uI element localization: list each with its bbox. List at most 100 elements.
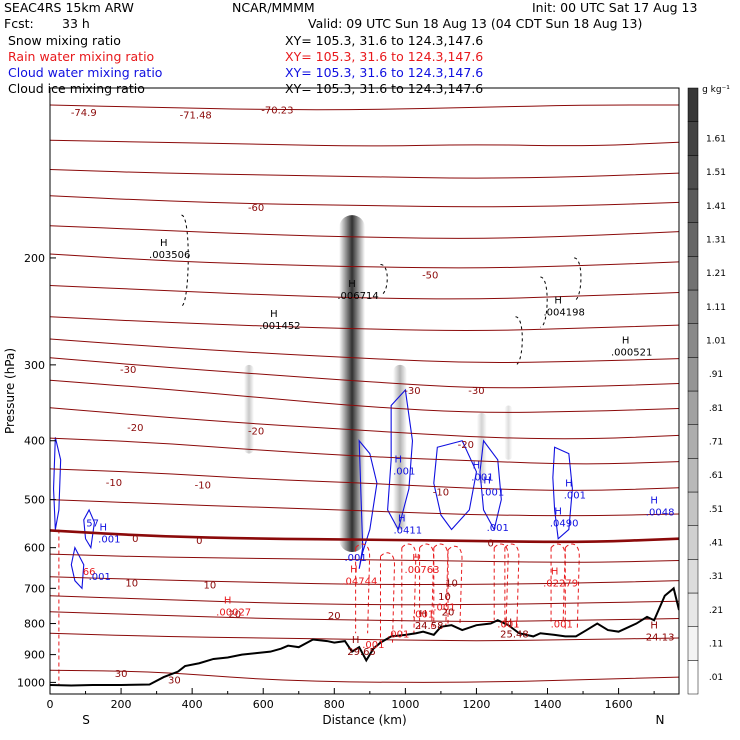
snow-shading-0: [339, 215, 366, 553]
temperature-contour: [50, 284, 679, 300]
x-tick-label: 600: [253, 698, 274, 711]
high-marker: H: [100, 523, 108, 534]
contour-value-label: .001: [387, 629, 409, 640]
temperature-contour-label: 0: [196, 536, 202, 547]
rain-water-contour: [433, 543, 449, 627]
temperature-contour-label: -30: [120, 365, 136, 376]
high-value-label: .001: [393, 467, 415, 478]
temperature-contour: [50, 576, 679, 586]
high-marker: H: [394, 455, 402, 466]
colorbar-segment: [687, 323, 699, 358]
colorbar-label: .01: [709, 673, 723, 683]
contour-value-label: .001: [433, 603, 455, 614]
field-xy-snow: XY= 105.3, 31.6 to 124.3,147.6: [285, 33, 484, 48]
contour-value-label: 10: [438, 592, 451, 603]
snow-plume: [393, 364, 408, 530]
valid-time: Valid: 09 UTC Sun 18 Aug 13 (04 CDT Sun …: [308, 16, 643, 31]
y-tick-label: 500: [24, 494, 45, 507]
colorbar-segment: [687, 525, 699, 560]
x-tick-label: 800: [324, 698, 345, 711]
temperature-contour-label: 20: [328, 611, 341, 622]
temperature-contour: [50, 407, 679, 440]
colorbar-label: 1.61: [706, 135, 726, 145]
high-value-label: .001452: [259, 321, 300, 332]
colorbar-segment: [687, 188, 699, 223]
temperature-contour: [50, 632, 679, 642]
high-value-label: 24.13: [646, 632, 675, 643]
colorbar-unit: g kg⁻¹: [702, 85, 730, 95]
high-marker: H: [419, 609, 427, 620]
init-time: Init: 00 UTC Sat 17 Aug 13: [532, 0, 698, 15]
high-value-label: 29.65: [347, 647, 376, 658]
high-value-label: .0490: [550, 518, 579, 529]
y-tick-label: 300: [24, 359, 45, 372]
field-name-snow: Snow mixing ratio: [8, 33, 121, 48]
colorbar-label: .81: [709, 404, 723, 414]
temperature-contour-label: -60: [248, 203, 264, 214]
high-marker: H: [352, 635, 360, 646]
temperature-contour: [50, 195, 679, 208]
contour-value-label: .001: [362, 640, 384, 651]
south-label: S: [82, 713, 90, 727]
cloud-water-contour: [552, 446, 573, 540]
cloud-water-contour: [479, 439, 502, 531]
cloud-ice-contour: [573, 257, 582, 301]
snow-shading-2: [244, 364, 255, 454]
x-tick-label: 200: [111, 698, 132, 711]
colorbar-segment: [687, 87, 699, 122]
high-marker: H: [473, 460, 481, 471]
snow-shading-1: [393, 364, 408, 530]
rain-water-contour: [447, 545, 463, 624]
temperature-contour-label: 30: [168, 676, 181, 687]
temperature-contour: [50, 468, 679, 491]
temperature-contour: [50, 139, 679, 147]
high-marker: H: [650, 495, 658, 506]
high-value-label: .004198: [543, 307, 584, 318]
temperature-contour-label: -71.48: [180, 110, 212, 121]
rain-water-contour: [493, 543, 509, 621]
colorbar-label: .41: [709, 539, 723, 549]
cloud-water-contour: [433, 440, 478, 531]
high-marker: H: [554, 295, 562, 306]
y-tick-label: 600: [24, 542, 45, 555]
organization-label: NCAR/MMMM: [232, 0, 315, 15]
temperature-contour: [50, 316, 679, 332]
x-tick-label: 1000: [391, 698, 419, 711]
temperature-contour-label: 10: [445, 579, 458, 590]
rain-water-contour: [355, 543, 371, 634]
contour-value-label: .001: [497, 620, 519, 631]
contour-value-label: .001: [89, 572, 111, 583]
high-marker: H: [270, 309, 278, 320]
x-tick-label: 1600: [605, 698, 633, 711]
high-value-label: .02279: [543, 579, 578, 590]
snow-plume: [339, 215, 366, 553]
cloud-water-contour: [83, 508, 95, 550]
high-value-label: .001: [564, 490, 586, 501]
high-value-label: .0411: [393, 525, 422, 536]
cloud-ice-contour: [540, 276, 548, 328]
contour-value-label: 66: [83, 567, 96, 578]
temperature-contour-label: 20: [228, 609, 241, 620]
high-value-label: .006714: [337, 291, 378, 302]
temperature-contour-label: 30: [115, 669, 128, 680]
y-tick-label: 200: [24, 252, 45, 265]
colorbar-segment: [687, 458, 699, 493]
temperature-contour-label: -20: [127, 423, 143, 434]
colorbar-label: 1.41: [706, 202, 726, 212]
temperature-contour: [50, 253, 679, 269]
high-marker: H: [554, 506, 562, 517]
colorbar-label: 1.01: [706, 337, 726, 347]
temperature-contour-label: 0: [132, 534, 138, 545]
colorbar-label: .91: [709, 370, 723, 380]
y-tick-label: 700: [24, 582, 45, 595]
colorbar-label: 1.51: [706, 168, 726, 178]
high-marker: H: [650, 620, 658, 631]
high-value-label: 24.58: [415, 621, 444, 632]
colorbar-label: .31: [709, 572, 723, 582]
high-value-label: .04744: [342, 577, 377, 588]
field-name-rain: Rain water mixing ratio: [8, 49, 155, 64]
colorbar-segment: [687, 559, 699, 594]
high-value-label: .001: [471, 472, 493, 483]
cloud-ice-contour: [515, 316, 523, 366]
